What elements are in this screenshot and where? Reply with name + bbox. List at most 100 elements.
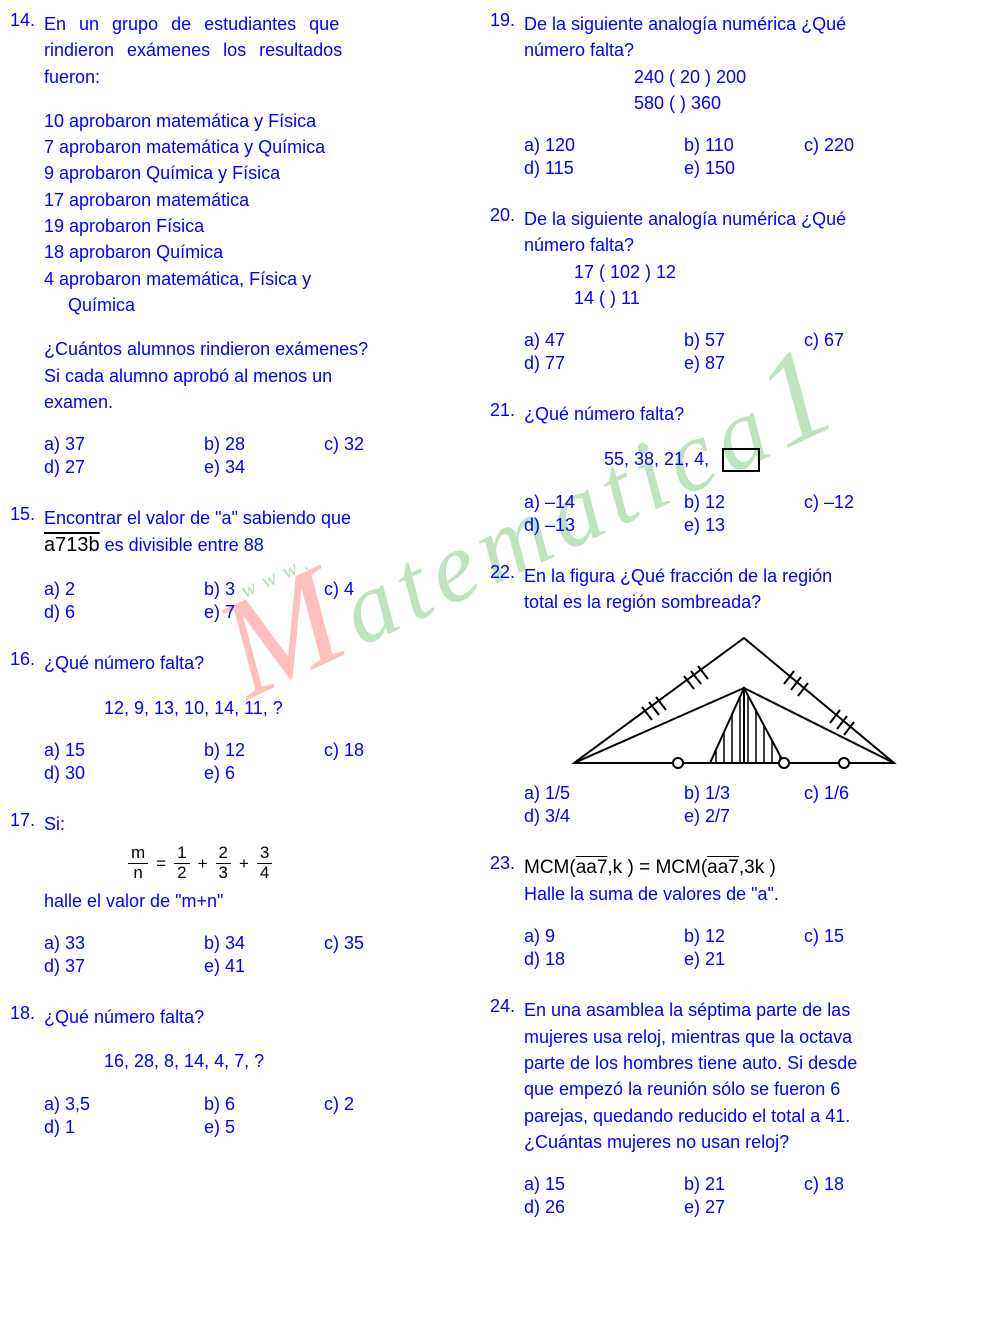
q22-b: b) 1/3 — [684, 783, 804, 804]
q19-r1: 240 ( 20 ) 200 — [524, 65, 979, 89]
q15-l1: Encontrar el valor de "a" sabiendo que — [44, 506, 470, 530]
eq-sign: = — [156, 854, 166, 874]
question-19: 19. De la siguiente analogía numérica ¿Q… — [490, 10, 979, 181]
spacer — [44, 678, 470, 694]
answer-box-icon — [722, 448, 760, 472]
qbody-24: En una asamblea la séptima parte de las … — [524, 996, 979, 1220]
q18-opts-2: d) 1 e) 5 — [44, 1117, 470, 1138]
question-20: 20. De la siguiente analogía numérica ¿Q… — [490, 205, 979, 376]
q22-a: a) 1/5 — [524, 783, 684, 804]
q14-opts-2: d) 27 e) 34 — [44, 457, 470, 478]
qnum-17: 17. — [10, 810, 44, 979]
q14-b4: 17 aprobaron matemática — [44, 188, 470, 212]
spacer — [524, 1156, 979, 1172]
q23-formula: MCM(aa7,k ) = MCM(aa7,3k ) — [524, 855, 979, 881]
q20-a: a) 47 — [524, 330, 684, 351]
q24-opts-2: d) 26 e) 27 — [524, 1197, 979, 1218]
q15-l2-wrap: a713b es divisible entre 88 — [44, 532, 470, 559]
q22-e: e) 2/7 — [684, 806, 804, 827]
q23-opts-2: d) 18 e) 21 — [524, 949, 979, 970]
q15-b: b) 3 — [204, 579, 324, 600]
q15-opts-1: a) 2 b) 3 c) 4 — [44, 579, 470, 600]
q24-a: a) 15 — [524, 1174, 684, 1195]
q15-l2: es divisible entre 88 — [100, 535, 264, 555]
frac-3: 3 4 — [257, 844, 272, 882]
q15-e: e) 7 — [204, 602, 324, 623]
q17-l1: Si: — [44, 812, 470, 836]
frac3-num: 3 — [257, 844, 272, 864]
q18-d: d) 1 — [44, 1117, 204, 1138]
q20-c: c) 67 — [804, 330, 904, 351]
q14-b3: 9 aprobaron Química y Física — [44, 161, 470, 185]
q18-b: b) 6 — [204, 1094, 324, 1115]
q20-e: e) 87 — [684, 353, 804, 374]
q21-l1: ¿Qué número falta? — [524, 402, 979, 426]
q16-a: a) 15 — [44, 740, 204, 761]
q16-e: e) 6 — [204, 763, 324, 784]
spacer — [524, 117, 979, 133]
q22-opts-2: d) 3/4 e) 2/7 — [524, 806, 979, 827]
q22-l2: total es la región sombreada? — [524, 590, 979, 614]
q23-e: e) 21 — [684, 949, 804, 970]
q20-d: d) 77 — [524, 353, 684, 374]
q14-q3: examen. — [44, 390, 470, 414]
qnum-15: 15. — [10, 504, 44, 625]
qbody-17: Si: m n = 1 2 + 2 — [44, 810, 470, 979]
qnum-22: 22. — [490, 562, 524, 829]
q24-l6: ¿Cuántas mujeres no usan reloj? — [524, 1130, 979, 1154]
spacer — [44, 722, 470, 738]
over2: aa7 — [707, 857, 739, 878]
q23-l2: Halle la suma de valores de "a". — [524, 882, 979, 906]
q24-l4: que empezó la reunión sólo se fueron 6 — [524, 1077, 979, 1101]
q23-a: a) 9 — [524, 926, 684, 947]
qnum-14: 14. — [10, 10, 44, 480]
question-14: 14. En un grupo de estudiantes que rindi… — [10, 10, 470, 480]
frac-1: 1 2 — [174, 844, 189, 882]
q15-opts-2: d) 6 e) 7 — [44, 602, 470, 623]
q19-d: d) 115 — [524, 158, 684, 179]
qbody-14: En un grupo de estudiantes que rindieron… — [44, 10, 470, 480]
q24-l3: parte de los hombres tiene auto. Si desd… — [524, 1051, 979, 1075]
q15-overline: a713b — [44, 534, 100, 556]
q24-l2: mujeres usa reloj, mientras que la octav… — [524, 1025, 979, 1049]
frac-mn-den: n — [130, 864, 145, 883]
q16-l1: ¿Qué número falta? — [44, 651, 470, 675]
q21-opts-1: a) –14 b) 12 c) –12 — [524, 492, 979, 513]
q21-seq: 55, 38, 21, 4, — [604, 449, 709, 469]
q21-d: d) –13 — [524, 515, 684, 536]
question-16: 16. ¿Qué número falta? 12, 9, 13, 10, 14… — [10, 649, 470, 786]
qbody-23: MCM(aa7,k ) = MCM(aa7,3k ) Halle la suma… — [524, 853, 979, 973]
q16-b: b) 12 — [204, 740, 324, 761]
question-17: 17. Si: m n = 1 2 + — [10, 810, 470, 979]
q18-opts-1: a) 3,5 b) 6 c) 2 — [44, 1094, 470, 1115]
q24-c: c) 18 — [804, 1174, 904, 1195]
triangle-figure-icon — [544, 623, 904, 773]
q17-e: e) 41 — [204, 956, 324, 977]
spacer — [44, 91, 470, 107]
q16-c: c) 18 — [324, 740, 424, 761]
q16-d: d) 30 — [44, 763, 204, 784]
q14-d: d) 27 — [44, 457, 204, 478]
spacer — [524, 429, 979, 445]
q19-opts-1: a) 120 b) 110 c) 220 — [524, 135, 979, 156]
q14-b: b) 28 — [204, 434, 324, 455]
q17-d: d) 37 — [44, 956, 204, 977]
q17-formula: m n = 1 2 + 2 3 + — [44, 842, 470, 882]
q14-b2: 7 aprobaron matemática y Química — [44, 135, 470, 159]
frac-mn: m n — [128, 844, 148, 882]
q24-d: d) 26 — [524, 1197, 684, 1218]
right-column: 19. De la siguiente analogía numérica ¿Q… — [480, 0, 989, 1254]
qbody-18: ¿Qué número falta? 16, 28, 8, 14, 4, 7, … — [44, 1003, 470, 1140]
frac3-den: 4 — [257, 864, 272, 883]
q16-opts-2: d) 30 e) 6 — [44, 763, 470, 784]
qbody-15: Encontrar el valor de "a" sabiendo que a… — [44, 504, 470, 625]
frac2-den: 3 — [216, 864, 231, 883]
q15-a: a) 2 — [44, 579, 204, 600]
q21-a: a) –14 — [524, 492, 684, 513]
q19-l2: número falta? — [524, 38, 979, 62]
q17-c: c) 35 — [324, 933, 424, 954]
q14-b5: 19 aprobaron Física — [44, 214, 470, 238]
q14-q1: ¿Cuántos alumnos rindieron exámenes? — [44, 337, 470, 361]
qnum-18: 18. — [10, 1003, 44, 1140]
question-22: 22. En la figura ¿Qué fracción de la reg… — [490, 562, 979, 829]
